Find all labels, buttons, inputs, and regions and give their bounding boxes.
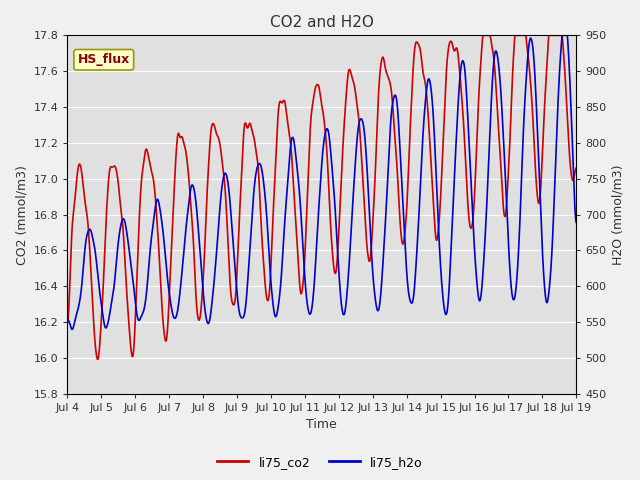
li75_co2 (479, 33, 487, 38)
Y-axis label: H2O (mmol/m3): H2O (mmol/m3) (612, 164, 625, 265)
Text: HS_flux: HS_flux (77, 53, 130, 66)
Legend: li75_co2, li75_h2o: li75_co2, li75_h2o (212, 451, 428, 474)
li75_co2 (348, 72, 355, 78)
li75_co2 (470, 209, 477, 215)
X-axis label: Time: Time (307, 419, 337, 432)
li75_h2o (558, 33, 566, 38)
li75_h2o (527, 37, 535, 43)
li75_co2 (205, 145, 213, 151)
li75_h2o (572, 219, 580, 225)
Y-axis label: CO2 (mmol/m3): CO2 (mmol/m3) (15, 165, 28, 264)
li75_h2o (68, 326, 76, 332)
li75_h2o (205, 318, 213, 324)
Line: li75_co2: li75_co2 (67, 36, 576, 360)
li75_h2o (542, 295, 550, 301)
li75_co2 (572, 165, 580, 171)
li75_h2o (63, 317, 71, 323)
li75_co2 (94, 357, 102, 362)
li75_h2o (348, 222, 355, 228)
Title: CO2 and H2O: CO2 and H2O (270, 15, 374, 30)
Line: li75_h2o: li75_h2o (67, 36, 576, 329)
li75_co2 (63, 320, 71, 325)
li75_co2 (337, 197, 344, 203)
li75_co2 (528, 96, 536, 102)
li75_h2o (337, 290, 344, 296)
li75_h2o (470, 229, 477, 235)
li75_co2 (542, 80, 550, 85)
